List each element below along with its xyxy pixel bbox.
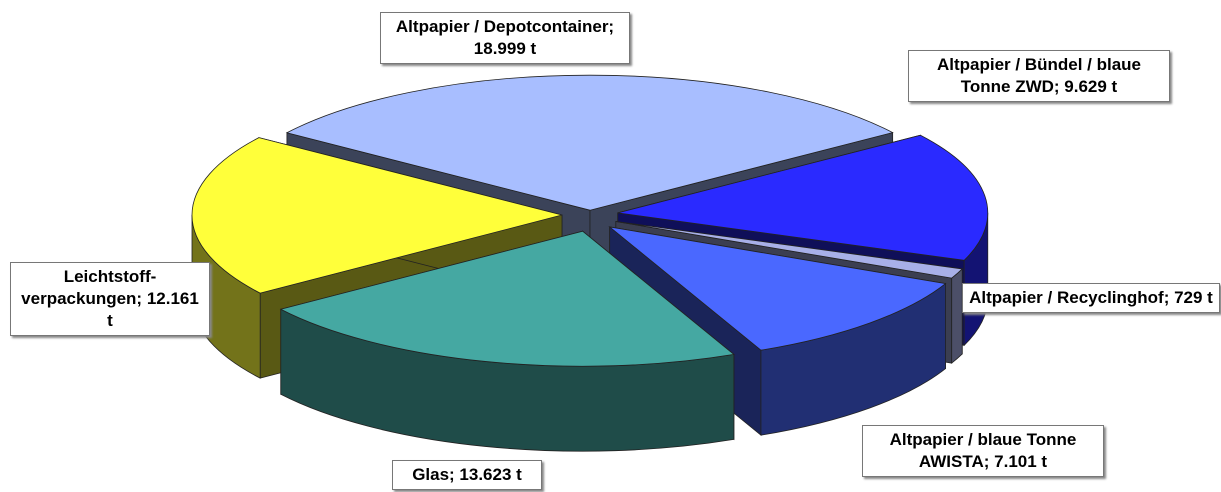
data-label: Glas; 13.623 t [392, 460, 542, 490]
data-label: Altpapier / blaue Tonne AWISTA; 7.101 t [862, 425, 1104, 477]
slice-side [951, 267, 963, 364]
slice [285, 74, 894, 211]
slice [279, 230, 735, 367]
data-label: Altpapier / Bündel / blaue Tonne ZWD; 9.… [908, 50, 1170, 102]
data-label: Altpapier / Recyclinghof; 729 t [962, 283, 1220, 313]
slice [191, 137, 563, 294]
data-label: Altpapier / Depotcontainer; 18.999 t [380, 12, 630, 64]
slice [617, 134, 989, 261]
data-label: Leichtstoff-verpackungen; 12.161 t [10, 262, 210, 336]
slice [615, 221, 964, 279]
slice [608, 226, 947, 351]
